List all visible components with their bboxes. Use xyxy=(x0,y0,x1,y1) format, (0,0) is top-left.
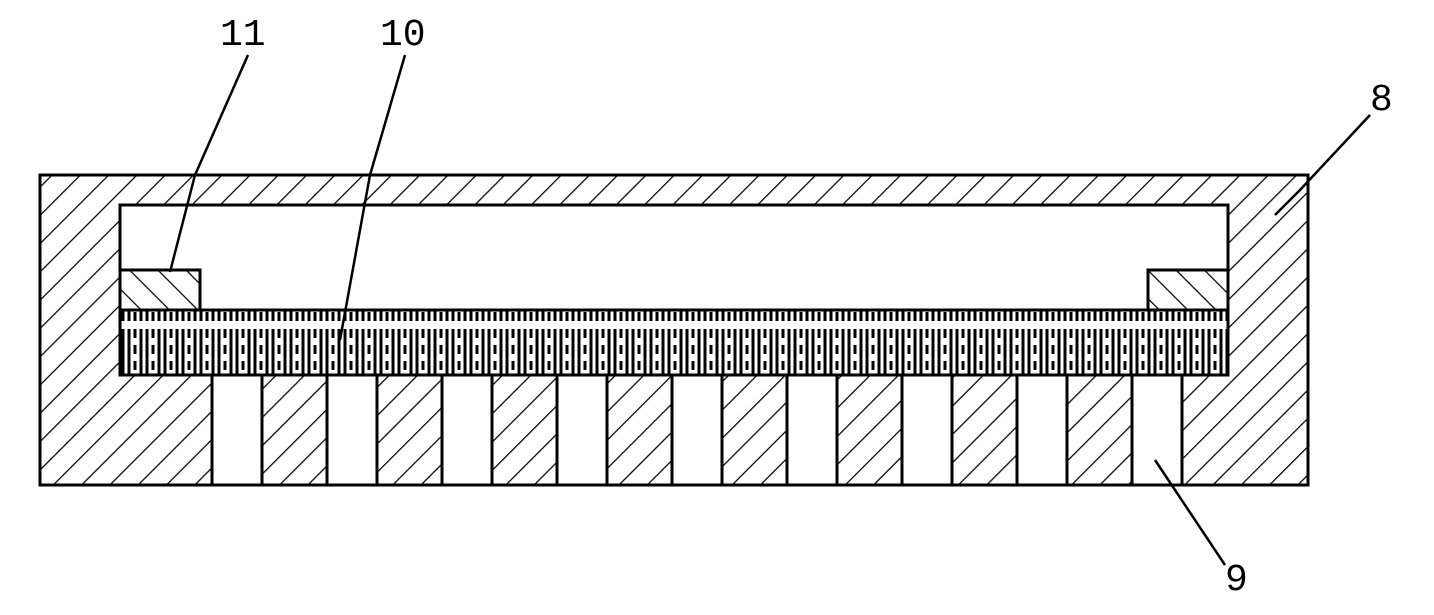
ring-right xyxy=(1148,270,1228,310)
label-l11-label: 11 xyxy=(220,14,266,57)
label-l8-label: 8 xyxy=(1370,79,1393,122)
label-l9-label: 9 xyxy=(1225,559,1248,602)
ring-left xyxy=(120,270,200,310)
label-l11-leader xyxy=(170,55,248,272)
label-l10-label: 10 xyxy=(380,14,426,57)
label-l8-leader xyxy=(1275,115,1370,215)
porous-bar xyxy=(120,310,1228,375)
